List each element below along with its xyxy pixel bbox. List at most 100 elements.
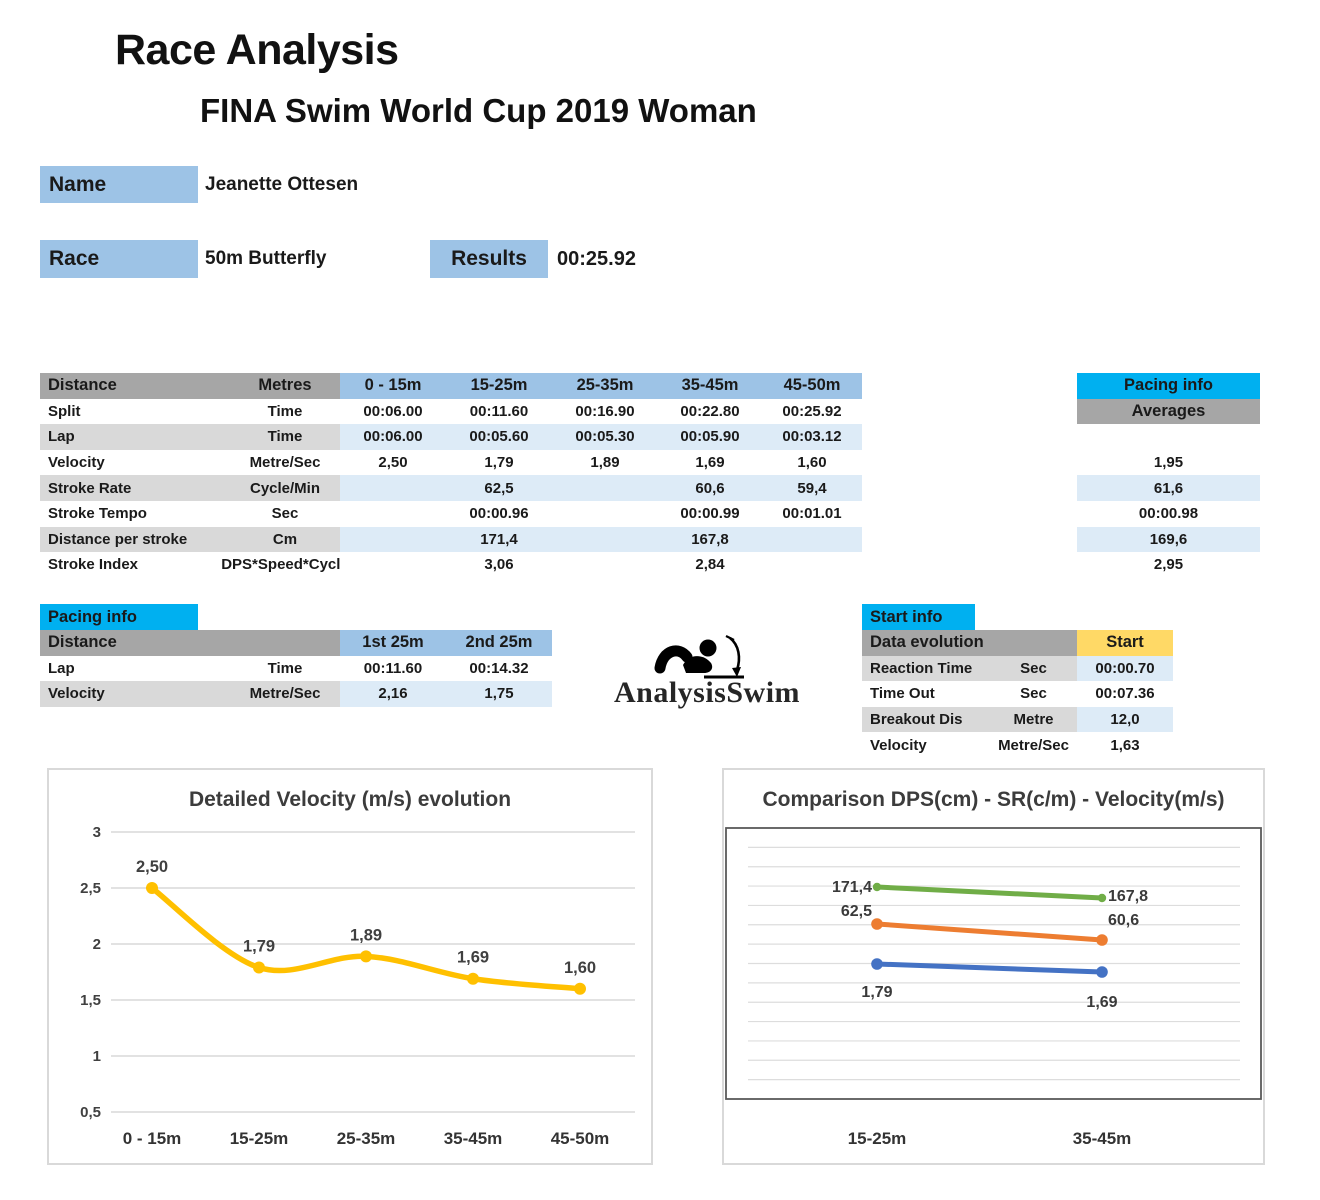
start-info-title: Start info bbox=[862, 604, 975, 630]
data-label: 167,8 bbox=[1108, 888, 1148, 905]
velocity-chart-title: Detailed Velocity (m/s) evolution bbox=[188, 788, 512, 811]
row-unit: DPS*Speed*Cycle bbox=[221, 552, 349, 578]
row-value bbox=[552, 552, 658, 578]
row-value: 00:00.99 bbox=[658, 500, 762, 527]
row-value: 1,60 bbox=[762, 449, 862, 476]
average-value: 61,6 bbox=[1077, 475, 1260, 501]
row-unit: Sec bbox=[990, 655, 1077, 682]
row-label: Reaction Time bbox=[862, 655, 990, 682]
row-unit: Time bbox=[230, 655, 340, 682]
row-unit: Sec bbox=[990, 681, 1077, 707]
data-point bbox=[360, 950, 372, 963]
row-value: 00:03.12 bbox=[762, 424, 862, 450]
splits-table: Distance Metres 0 - 15m 15-25m 25-35m 35-45m 4… bbox=[40, 373, 862, 578]
data-point bbox=[1096, 966, 1108, 978]
row-value: 00:11.60 bbox=[340, 655, 446, 682]
row-value: 00:00.96 bbox=[446, 500, 552, 527]
main-table-header-distance: Distance bbox=[40, 373, 230, 399]
data-label: 62,5 bbox=[841, 903, 872, 920]
row-value: 2,16 bbox=[340, 681, 446, 707]
data-label: 60,6 bbox=[1108, 912, 1139, 929]
row-unit: Sec bbox=[230, 500, 340, 527]
row-label: Lap bbox=[40, 655, 230, 682]
row-unit: Metre/Sec bbox=[230, 449, 340, 476]
pacing-table: Distance 1st 25m 2nd 25m Lap Time 00:11.60 00:… bbox=[40, 630, 552, 707]
data-point bbox=[253, 961, 265, 974]
row-value: 00:05.90 bbox=[658, 424, 762, 450]
start-header-start: Start bbox=[1077, 630, 1173, 656]
analysisswim-logo: AnalysisSwim bbox=[596, 628, 818, 710]
y-tick-label: 3 bbox=[93, 824, 101, 841]
x-axis-label: 15-25m bbox=[848, 1129, 907, 1148]
row-label: Velocity bbox=[40, 449, 230, 476]
name-label: Name bbox=[40, 166, 198, 203]
averages-column: Pacing info Averages 1,95 61,6 00:00.98 169,6… bbox=[1077, 373, 1260, 578]
row-value: 00:05.30 bbox=[552, 424, 658, 450]
swimmer-icon bbox=[654, 635, 744, 679]
start-header-data-evolution: Data evolution bbox=[862, 630, 1077, 656]
velocity-evolution-chart: Detailed Velocity (m/s) evolution 3 2,5 2 1… bbox=[47, 768, 653, 1165]
average-value: 00:00.98 bbox=[1077, 500, 1260, 527]
comparison-chart-plot: 171,4 167,8 62,5 60,6 1,79 1,69 15-25m 35-45m bbox=[725, 827, 1262, 1148]
main-table-col-4: 45-50m bbox=[762, 373, 862, 399]
row-value bbox=[340, 552, 446, 578]
row-value: 00:06.00 bbox=[340, 398, 446, 425]
data-point bbox=[872, 882, 882, 892]
comparison-chart-title: Comparison DPS(cm) - SR(c/m) - Velocity(… bbox=[762, 788, 1225, 811]
row-value: 2,50 bbox=[340, 449, 446, 476]
row-label: Velocity bbox=[40, 681, 230, 707]
average-value: 1,95 bbox=[1077, 449, 1260, 476]
row-unit: Metre bbox=[990, 706, 1077, 733]
x-axis-label: 45-50m bbox=[551, 1129, 610, 1148]
data-label: 1,69 bbox=[1086, 994, 1117, 1011]
data-point bbox=[871, 958, 883, 970]
row-value bbox=[552, 500, 658, 527]
averages-header-title: Pacing info bbox=[1077, 373, 1260, 399]
main-table-col-0: 0 - 15m bbox=[340, 373, 446, 399]
x-axis-label: 35-45m bbox=[1073, 1129, 1132, 1148]
data-point bbox=[871, 918, 883, 930]
main-table-header-metres: Metres bbox=[230, 373, 340, 399]
row-unit: Cycle/Min bbox=[230, 475, 340, 501]
page-subtitle: FINA Swim World Cup 2019 Woman bbox=[200, 92, 757, 129]
row-unit: Metre/Sec bbox=[990, 732, 1077, 758]
row-value: 62,5 bbox=[446, 475, 552, 501]
data-point bbox=[1097, 893, 1107, 903]
row-label: Stroke Index bbox=[40, 552, 230, 578]
row-value bbox=[552, 526, 658, 553]
row-value: 1,63 bbox=[1077, 732, 1173, 758]
row-value bbox=[762, 526, 862, 553]
results-value: 00:25.92 bbox=[557, 247, 636, 270]
race-label: Race bbox=[40, 240, 198, 278]
row-value bbox=[552, 475, 658, 501]
averages-header-subtitle: Averages bbox=[1077, 398, 1260, 425]
row-value: 3,06 bbox=[446, 552, 552, 578]
row-value: 59,4 bbox=[762, 475, 862, 501]
row-label: Stroke Tempo bbox=[40, 500, 230, 527]
row-value bbox=[340, 526, 446, 553]
main-table-col-2: 25-35m bbox=[552, 373, 658, 399]
row-unit: Time bbox=[230, 398, 340, 425]
row-value bbox=[762, 552, 862, 578]
y-tick-label: 1,5 bbox=[80, 992, 101, 1009]
pacing-info-title: Pacing info bbox=[40, 604, 198, 630]
y-tick-label: 2,5 bbox=[80, 880, 101, 897]
results-label: Results bbox=[430, 240, 548, 278]
x-axis-label: 35-45m bbox=[444, 1129, 503, 1148]
row-value: 167,8 bbox=[658, 526, 762, 553]
velocity-chart-plot: 3 2,5 2 1,5 1 0,5 2,50 1,79 1,89 1,69 1,60 0 - 15m 1… bbox=[80, 824, 635, 1148]
data-label: 1,79 bbox=[861, 984, 892, 1001]
main-table-col-3: 35-45m bbox=[658, 373, 762, 399]
row-value: 00:05.60 bbox=[446, 424, 552, 450]
row-label: Breakout Dis bbox=[862, 706, 990, 733]
averages-spacer bbox=[1077, 424, 1260, 450]
row-label: Split bbox=[40, 398, 230, 425]
x-axis-label: 0 - 15m bbox=[123, 1129, 182, 1148]
data-point bbox=[1096, 934, 1108, 946]
race-value: 50m Butterfly bbox=[205, 248, 327, 269]
x-axis-label: 15-25m bbox=[230, 1129, 289, 1148]
data-label: 1,89 bbox=[350, 926, 382, 944]
data-label: 1,79 bbox=[243, 938, 275, 956]
row-unit: Time bbox=[230, 424, 340, 450]
